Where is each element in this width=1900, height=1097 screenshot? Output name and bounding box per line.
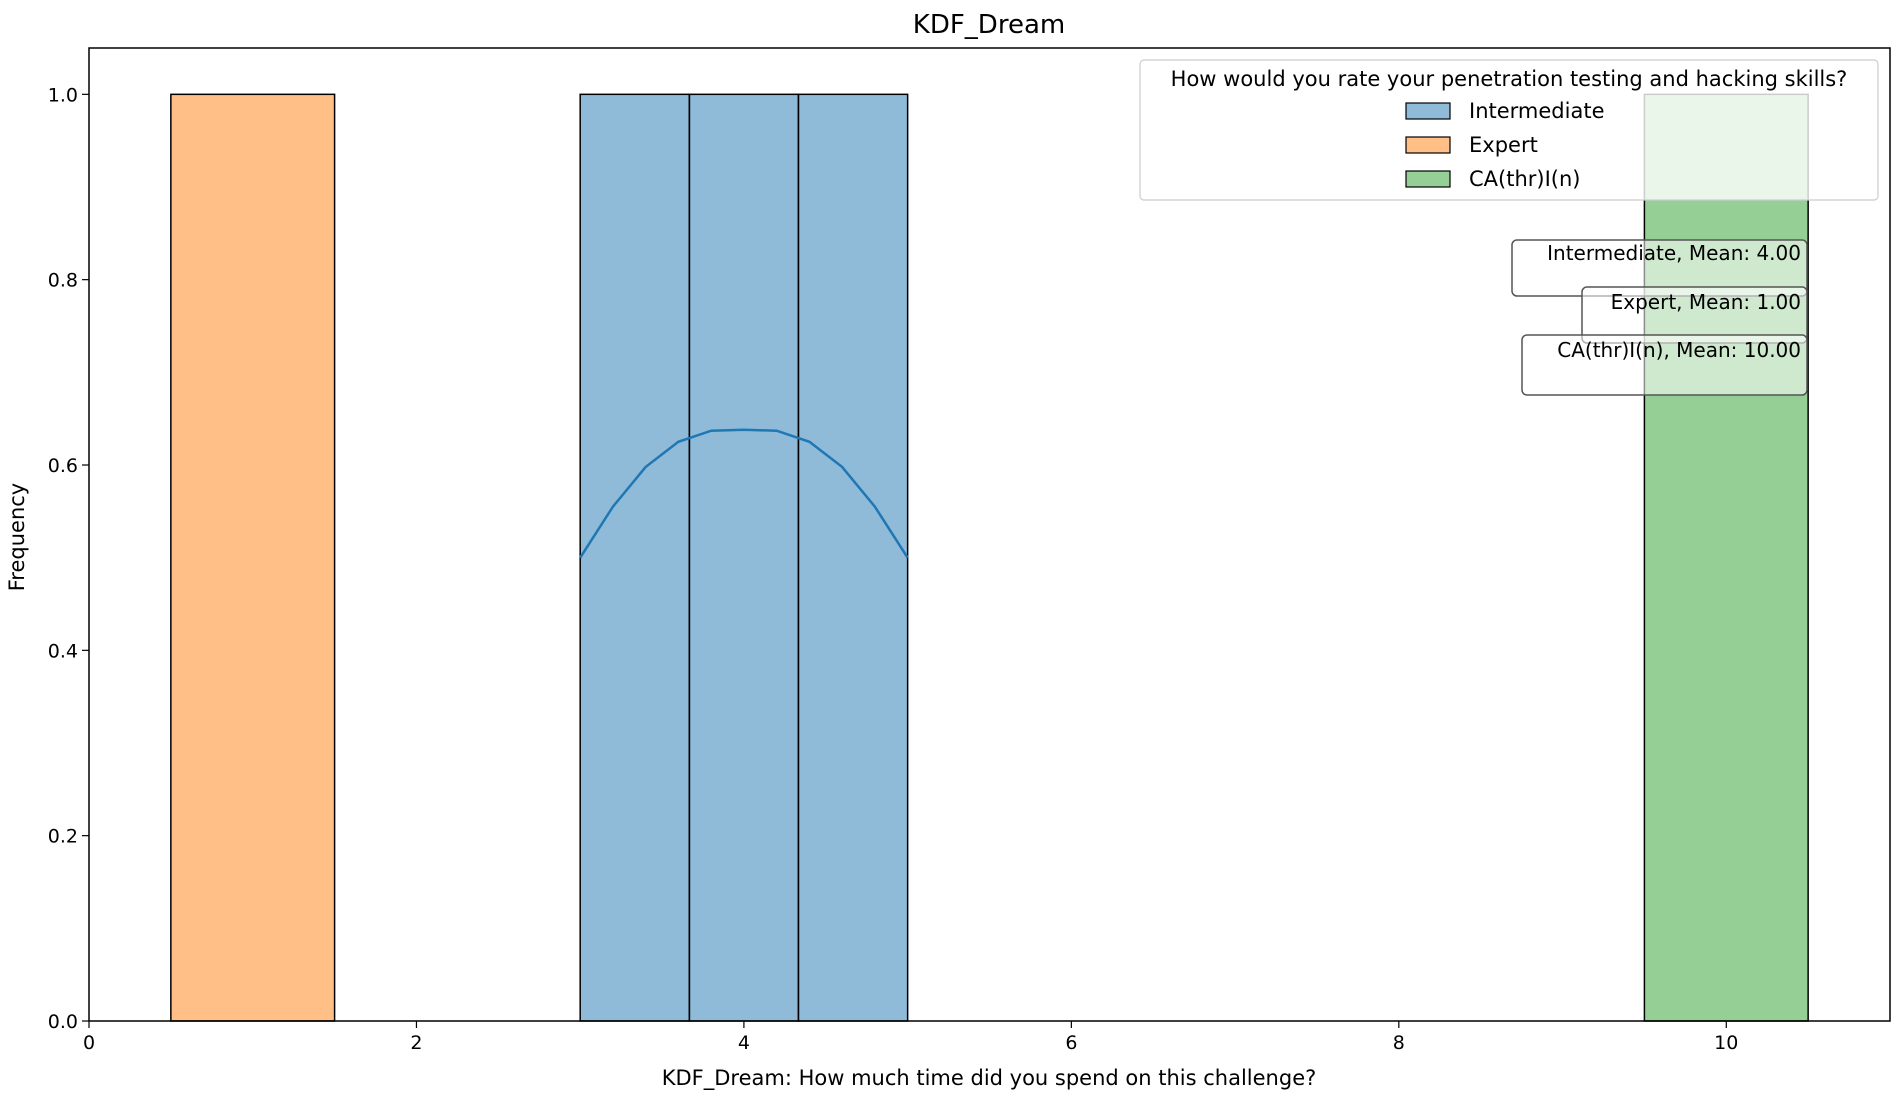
x-tick-label: 4 [738,1032,750,1054]
kde-layer [579,428,909,559]
bars-layer [170,93,1809,1022]
mean-annotation-box [1521,334,1808,396]
legend-title: How would you rate your penetration test… [1171,67,1848,91]
bar-expert-1 [170,93,336,1022]
y-tick-label: 0.0 [48,1011,78,1033]
mean-annotation-text: Intermediate, Mean: 4.00 [1547,241,1801,265]
x-tick-label: 8 [1393,1032,1405,1054]
mean-annotations: Intermediate, Mean: 4.00 Expert, Mean: 1.… [1511,239,1808,396]
x-tick-label: 2 [410,1032,422,1054]
mean-annotation-text: CA(thr)I(n), Mean: 10.00 [1557,338,1801,362]
bar-intermediate-3 [797,93,909,1022]
y-axis-label: Frequency [5,483,29,592]
x-tick-label: 6 [1065,1032,1077,1054]
mean-annotation-text: Expert, Mean: 1.00 [1611,290,1801,314]
y-tick-label: 0.4 [48,640,78,662]
legend: How would you rate your penetration test… [1139,59,1879,201]
bar-intermediate-1 [579,93,691,1022]
legend-entries: Intermediate Expert CA(thr)I(n) [1405,99,1605,191]
chart-title: KDF_Dream [913,10,1065,40]
bar-ca-thr-i-n-1 [1643,93,1809,1022]
legend-swatch-intermediate [1405,102,1451,120]
legend-label-ca-thr-i-n: CA(thr)I(n) [1469,167,1580,191]
y-tick-label: 0.2 [48,826,78,848]
x-tick-label: 0 [83,1032,95,1054]
legend-label-intermediate: Intermediate [1469,99,1605,123]
legend-label-expert: Expert [1469,133,1538,157]
x-tick-label: 10 [1714,1032,1738,1054]
legend-box [1139,59,1879,201]
y-tick-label: 0.6 [48,455,78,477]
y-axis-ticks: 0.0 0.2 0.4 0.6 0.8 1.0 [48,84,89,1033]
legend-swatch-expert [1405,136,1451,154]
y-tick-label: 1.0 [48,84,78,106]
plot-frame [88,47,1891,1022]
x-axis-label: KDF_Dream: How much time did you spend o… [662,1066,1317,1091]
legend-swatch-ca-thr-i-n [1405,170,1451,188]
y-tick-label: 0.8 [48,270,78,292]
x-axis-ticks: 0 2 4 6 8 10 [83,1021,1738,1054]
bar-intermediate-2 [688,93,800,1022]
kde-line-intermediate [579,428,909,559]
